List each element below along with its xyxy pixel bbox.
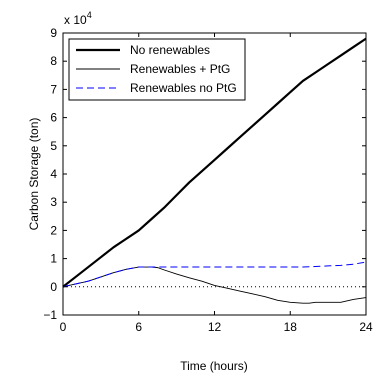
y-tick-label: 2 — [50, 223, 57, 237]
y-tick-label: 7 — [50, 82, 57, 96]
y-tick-label: 3 — [50, 195, 57, 209]
y-multiplier-label: x 104 — [64, 10, 92, 27]
legend-label-1: No renewables — [130, 43, 210, 57]
x-axis-ticks: 0 6 12 18 24 — [60, 33, 373, 334]
y-tick-label: 5 — [50, 139, 57, 153]
y-tick-label: 0 — [50, 280, 57, 294]
x-tick-label: 24 — [359, 320, 373, 334]
series-line-3 — [62, 261, 367, 288]
y-tick-label: 9 — [50, 26, 57, 40]
x-tick-label: 6 — [135, 320, 142, 334]
y-tick-label: 8 — [50, 54, 57, 68]
legend-label-2: Renewables + PtG — [130, 62, 230, 76]
legend: No renewables Renewables + PtG Renewables … — [68, 38, 246, 101]
x-tick-label: 18 — [284, 320, 298, 334]
y-tick-label: 4 — [50, 167, 57, 181]
y-tick-label: 6 — [50, 111, 57, 125]
series-line-1 — [62, 37, 367, 288]
y-axis-ticks: −1 0 1 2 3 4 5 6 7 8 9 — [43, 26, 366, 322]
x-axis-label: Time (hours) — [180, 359, 248, 373]
y-multiplier-exponent: 4 — [87, 10, 92, 20]
series-layer — [62, 37, 367, 304]
y-axis-label: Carbon Storage (ton) — [27, 118, 41, 231]
x-tick-label: 0 — [60, 320, 67, 334]
legend-label-3: Renewables no PtG — [130, 81, 237, 95]
y-tick-label: 1 — [50, 252, 57, 266]
y-tick-label: −1 — [43, 308, 57, 322]
x-tick-label: 12 — [208, 320, 222, 334]
